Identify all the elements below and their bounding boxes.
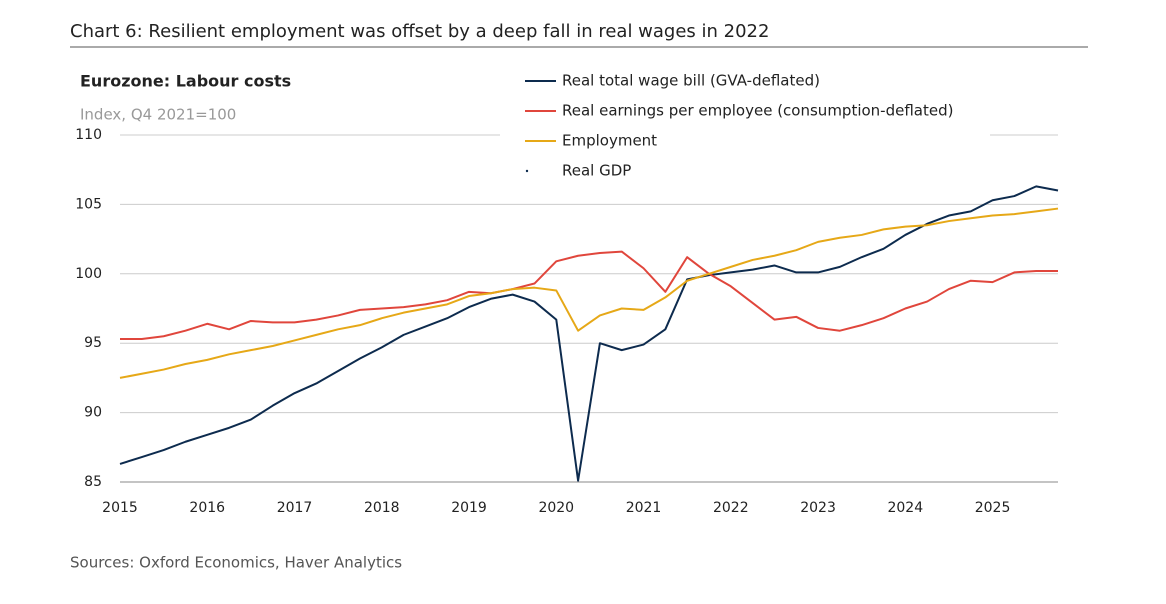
x-tick-label: 2015 — [102, 500, 138, 516]
source: Sources: Oxford Economics, Haver Analyti… — [70, 554, 402, 572]
y-tick-label: 100 — [75, 266, 102, 282]
x-tick-label: 2024 — [887, 500, 923, 516]
subtitle: Eurozone: Labour costs — [80, 72, 291, 91]
y-axis-label: Index, Q4 2021=100 — [80, 106, 236, 124]
series-line — [119, 207, 1059, 379]
legend-swatch — [525, 169, 529, 173]
x-tick-label: 2017 — [277, 500, 313, 516]
x-tick-label: 2018 — [364, 500, 400, 516]
y-tick-label: 90 — [84, 405, 102, 421]
x-tick-label: 2016 — [189, 500, 225, 516]
y-tick-label: 95 — [84, 335, 102, 351]
legend-label: Real total wage bill (GVA-deflated) — [562, 72, 820, 90]
series-line — [119, 185, 1059, 482]
series-line — [120, 250, 1058, 341]
x-tick-label: 2025 — [975, 500, 1011, 516]
x-tick-label: 2019 — [451, 500, 487, 516]
x-tick-label: 2022 — [713, 500, 749, 516]
chart-title: Chart 6: Resilient employment was offset… — [70, 21, 769, 42]
legend-background — [500, 66, 990, 186]
y-tick-label: 105 — [75, 196, 102, 212]
legend-label: Real GDP — [562, 162, 631, 180]
legend-label: Real earnings per employee (consumption-… — [562, 102, 953, 120]
x-tick-label: 2023 — [800, 500, 836, 516]
x-tick-label: 2020 — [538, 500, 574, 516]
y-tick-label: 85 — [84, 474, 102, 490]
y-tick-label: 110 — [75, 127, 102, 143]
x-tick-label: 2021 — [626, 500, 662, 516]
legend-label: Employment — [562, 132, 657, 150]
